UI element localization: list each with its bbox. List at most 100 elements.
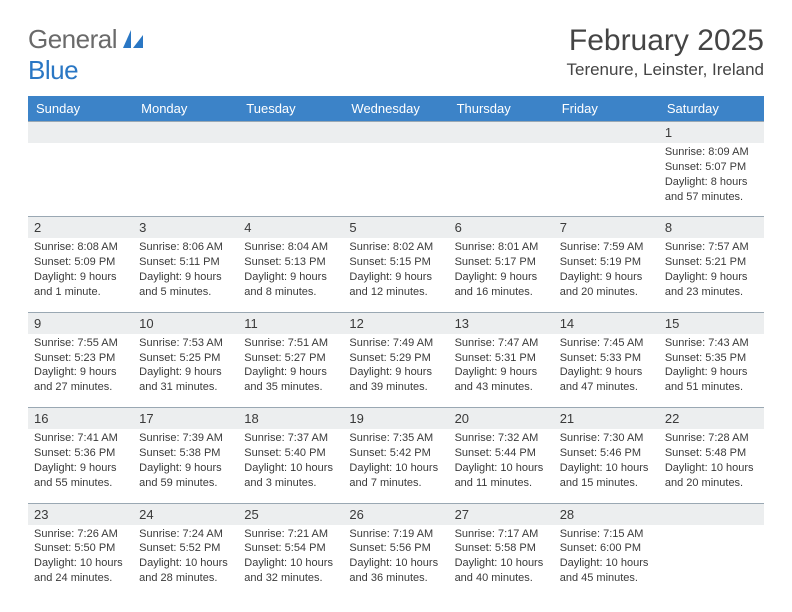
- day-number: 14: [554, 312, 659, 334]
- sunrise-text: Sunrise: 7:45 AM: [560, 336, 653, 351]
- day-cell: Sunrise: 7:19 AMSunset: 5:56 PMDaylight:…: [343, 525, 448, 598]
- day-cell: [554, 143, 659, 217]
- sunset-text: Sunset: 5:46 PM: [560, 446, 653, 461]
- day-cell: Sunrise: 7:17 AMSunset: 5:58 PMDaylight:…: [449, 525, 554, 598]
- day-number: 22: [659, 408, 764, 430]
- day-cell: [238, 143, 343, 217]
- weekday-sunday: Sunday: [28, 96, 133, 122]
- sunset-text: Sunset: 5:58 PM: [455, 541, 548, 556]
- day-cell: Sunrise: 7:45 AMSunset: 5:33 PMDaylight:…: [554, 334, 659, 408]
- dl2-text: and 35 minutes.: [244, 380, 337, 395]
- sunset-text: Sunset: 5:19 PM: [560, 255, 653, 270]
- day-cell: Sunrise: 7:24 AMSunset: 5:52 PMDaylight:…: [133, 525, 238, 598]
- header-row: General Blue February 2025 Terenure, Lei…: [28, 24, 764, 86]
- day-cell: [659, 525, 764, 598]
- sunrise-text: Sunrise: 7:32 AM: [455, 431, 548, 446]
- dl2-text: and 59 minutes.: [139, 476, 232, 491]
- sunset-text: Sunset: 5:13 PM: [244, 255, 337, 270]
- dl1-text: Daylight: 10 hours: [139, 556, 232, 571]
- day-number: 18: [238, 408, 343, 430]
- day-number: 12: [343, 312, 448, 334]
- day-cell: Sunrise: 8:06 AMSunset: 5:11 PMDaylight:…: [133, 238, 238, 312]
- daynum-row: 9101112131415: [28, 312, 764, 334]
- sunset-text: Sunset: 5:25 PM: [139, 351, 232, 366]
- day-cell: [449, 143, 554, 217]
- day-number: 17: [133, 408, 238, 430]
- dl1-text: Daylight: 9 hours: [665, 365, 758, 380]
- sunset-text: Sunset: 5:42 PM: [349, 446, 442, 461]
- dl2-text: and 40 minutes.: [455, 571, 548, 586]
- sunset-text: Sunset: 5:11 PM: [139, 255, 232, 270]
- sunset-text: Sunset: 5:21 PM: [665, 255, 758, 270]
- sunrise-text: Sunrise: 7:59 AM: [560, 240, 653, 255]
- sunset-text: Sunset: 5:27 PM: [244, 351, 337, 366]
- sunrise-text: Sunrise: 7:49 AM: [349, 336, 442, 351]
- dl2-text: and 15 minutes.: [560, 476, 653, 491]
- day-content-row: Sunrise: 8:09 AMSunset: 5:07 PMDaylight:…: [28, 143, 764, 217]
- sunset-text: Sunset: 5:52 PM: [139, 541, 232, 556]
- day-number: 19: [343, 408, 448, 430]
- day-number: 27: [449, 503, 554, 525]
- sunrise-text: Sunrise: 7:21 AM: [244, 527, 337, 542]
- dl1-text: Daylight: 10 hours: [349, 556, 442, 571]
- calendar-page: General Blue February 2025 Terenure, Lei…: [0, 0, 792, 610]
- dl2-text: and 57 minutes.: [665, 190, 758, 205]
- day-number: 20: [449, 408, 554, 430]
- day-cell: Sunrise: 7:49 AMSunset: 5:29 PMDaylight:…: [343, 334, 448, 408]
- logo-word-1: General: [28, 24, 117, 54]
- daynum-row: 232425262728: [28, 503, 764, 525]
- dl2-text: and 55 minutes.: [34, 476, 127, 491]
- dl1-text: Daylight: 10 hours: [665, 461, 758, 476]
- sunrise-text: Sunrise: 7:28 AM: [665, 431, 758, 446]
- sunrise-text: Sunrise: 7:53 AM: [139, 336, 232, 351]
- sunrise-text: Sunrise: 7:43 AM: [665, 336, 758, 351]
- day-number: 25: [238, 503, 343, 525]
- dl2-text: and 12 minutes.: [349, 285, 442, 300]
- calendar-body: 1Sunrise: 8:09 AMSunset: 5:07 PMDaylight…: [28, 122, 764, 598]
- day-number: [554, 122, 659, 144]
- sunrise-text: Sunrise: 8:08 AM: [34, 240, 127, 255]
- day-cell: [28, 143, 133, 217]
- day-cell: Sunrise: 8:09 AMSunset: 5:07 PMDaylight:…: [659, 143, 764, 217]
- day-number: 4: [238, 217, 343, 239]
- dl2-text: and 39 minutes.: [349, 380, 442, 395]
- dl1-text: Daylight: 10 hours: [560, 461, 653, 476]
- day-number: 16: [28, 408, 133, 430]
- dl2-text: and 43 minutes.: [455, 380, 548, 395]
- day-cell: Sunrise: 7:28 AMSunset: 5:48 PMDaylight:…: [659, 429, 764, 503]
- dl2-text: and 7 minutes.: [349, 476, 442, 491]
- sunset-text: Sunset: 5:07 PM: [665, 160, 758, 175]
- day-cell: Sunrise: 7:43 AMSunset: 5:35 PMDaylight:…: [659, 334, 764, 408]
- weekday-monday: Monday: [133, 96, 238, 122]
- day-number: 11: [238, 312, 343, 334]
- dl2-text: and 28 minutes.: [139, 571, 232, 586]
- day-cell: Sunrise: 7:26 AMSunset: 5:50 PMDaylight:…: [28, 525, 133, 598]
- location-subtitle: Terenure, Leinster, Ireland: [566, 60, 764, 80]
- day-cell: Sunrise: 7:57 AMSunset: 5:21 PMDaylight:…: [659, 238, 764, 312]
- dl2-text: and 23 minutes.: [665, 285, 758, 300]
- day-number: 5: [343, 217, 448, 239]
- day-cell: Sunrise: 7:21 AMSunset: 5:54 PMDaylight:…: [238, 525, 343, 598]
- day-number: 26: [343, 503, 448, 525]
- sunrise-text: Sunrise: 8:01 AM: [455, 240, 548, 255]
- day-number: 10: [133, 312, 238, 334]
- dl1-text: Daylight: 9 hours: [455, 365, 548, 380]
- dl1-text: Daylight: 9 hours: [560, 270, 653, 285]
- sunrise-text: Sunrise: 7:41 AM: [34, 431, 127, 446]
- day-cell: Sunrise: 7:15 AMSunset: 6:00 PMDaylight:…: [554, 525, 659, 598]
- day-number: [238, 122, 343, 144]
- dl2-text: and 5 minutes.: [139, 285, 232, 300]
- dl1-text: Daylight: 10 hours: [34, 556, 127, 571]
- calendar-table: Sunday Monday Tuesday Wednesday Thursday…: [28, 96, 764, 598]
- dl1-text: Daylight: 9 hours: [244, 270, 337, 285]
- logo: General Blue: [28, 24, 145, 86]
- day-number: 3: [133, 217, 238, 239]
- sunrise-text: Sunrise: 7:26 AM: [34, 527, 127, 542]
- sunrise-text: Sunrise: 7:19 AM: [349, 527, 442, 542]
- sunset-text: Sunset: 5:23 PM: [34, 351, 127, 366]
- weekday-friday: Friday: [554, 96, 659, 122]
- sunset-text: Sunset: 5:33 PM: [560, 351, 653, 366]
- sunrise-text: Sunrise: 8:06 AM: [139, 240, 232, 255]
- day-number: 15: [659, 312, 764, 334]
- day-content-row: Sunrise: 7:26 AMSunset: 5:50 PMDaylight:…: [28, 525, 764, 598]
